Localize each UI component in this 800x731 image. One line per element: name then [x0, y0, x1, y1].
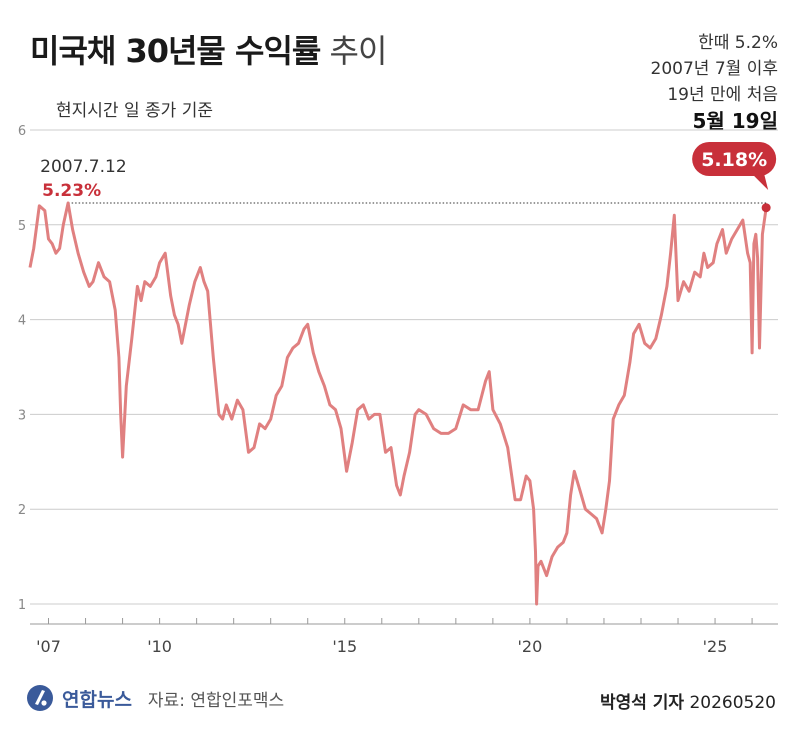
y-tick-label: 1: [18, 598, 26, 613]
note-line-2: 2007년 7월 이후: [650, 59, 778, 79]
annotation-date-label: 2007.7.12: [40, 157, 127, 177]
chart-title-suffix: 추이: [329, 32, 388, 70]
yonhap-logo-icon: [27, 685, 53, 711]
x-tick-label: '25: [703, 637, 728, 656]
source-text: 자료: 연합인포맥스: [147, 690, 285, 711]
y-tick-label: 2: [18, 503, 26, 518]
x-tick-label: '10: [147, 637, 172, 656]
x-tick-label: '15: [332, 637, 357, 656]
chart-title-main: 미국채 30년물 수익률: [30, 32, 321, 70]
y-tick-label: 3: [18, 408, 26, 423]
note-line-1: 한때 5.2%: [698, 33, 778, 53]
x-tick-label: '20: [518, 637, 543, 656]
footer-credit: 박영석 기자 20260520: [600, 688, 776, 713]
y-tick-label: 4: [18, 314, 26, 329]
note-line-3: 19년 만에 처음: [667, 85, 778, 105]
line-chart: 1 2 3 4 5 6 '07 '10 '15 '20 '25 2007.7.12 5.23% 5.18%: [18, 124, 778, 656]
callout-value-label: 5.18%: [701, 149, 767, 171]
callout-pointer: [752, 174, 769, 190]
y-tick-label: 5: [18, 219, 26, 234]
y-tick-label: 6: [18, 124, 26, 139]
annotation-note: 한때 5.2% 2007년 7월 이후 19년 만에 처음 5월 19일: [651, 30, 778, 134]
logo-text: 연합뉴스: [62, 688, 132, 711]
callout-bubble: [692, 142, 777, 176]
chart-subtitle: 현지시간 일 종가 기준: [56, 101, 213, 121]
latest-point-marker: [761, 203, 771, 213]
publish-date: 20260520: [689, 693, 776, 713]
annotation-peak-label: 5.23%: [42, 181, 101, 201]
x-tick-label: '07: [36, 637, 61, 656]
series-line: [28, 201, 768, 606]
note-date: 5월 19일: [692, 109, 778, 133]
chart-title: 미국채 30년물 수익률 추이: [30, 26, 388, 72]
reporter-name: 박영석 기자: [599, 693, 685, 713]
footer-logo: 연합뉴스 자료: 연합인포맥스: [26, 684, 284, 712]
